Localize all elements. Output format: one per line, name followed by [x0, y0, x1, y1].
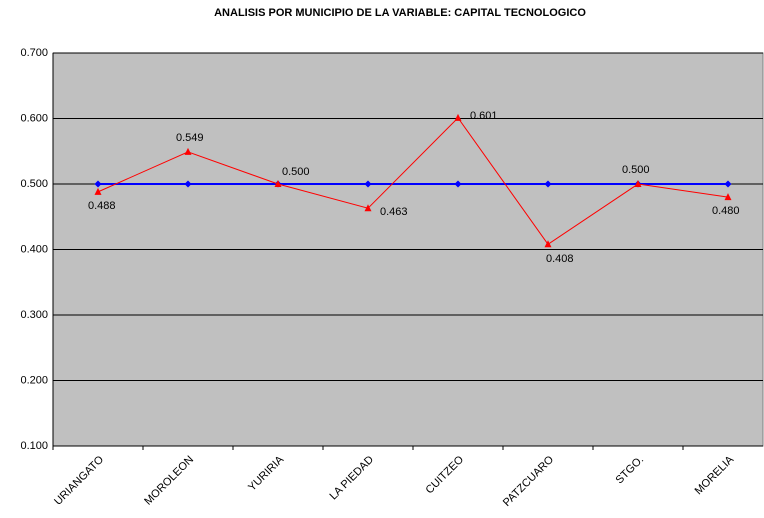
x-tick-label: URIANGATO — [52, 453, 106, 507]
marker — [364, 204, 372, 212]
x-tick-label: CUITZEO — [424, 453, 467, 496]
y-tick-label: 0.600 — [20, 112, 48, 124]
data-label: 0.480 — [712, 205, 740, 217]
x-tick-label: YURIRIA — [246, 453, 287, 494]
x-tick-label: PATZCUARO — [501, 453, 557, 509]
x-tick-label: LA PIEDAD — [327, 454, 376, 503]
y-tick-label: 0.300 — [20, 309, 48, 321]
chart-title: ANALISIS POR MUNICIPIO DE LA VARIABLE: C… — [214, 7, 586, 19]
marker — [364, 180, 372, 188]
marker — [454, 113, 462, 121]
marker — [184, 180, 192, 188]
marker — [184, 147, 192, 155]
data-label: 0.463 — [380, 206, 408, 218]
y-tick-label: 0.400 — [20, 243, 48, 255]
data-label: 0.488 — [88, 200, 116, 212]
y-tick-label: 0.100 — [20, 440, 48, 452]
data-label: 0.500 — [622, 164, 650, 176]
data-label: 0.408 — [546, 253, 574, 265]
marker — [94, 187, 102, 195]
marker — [544, 240, 552, 248]
y-tick-label: 0.700 — [20, 47, 48, 59]
data-label: 0.549 — [176, 132, 204, 144]
marker — [544, 180, 552, 188]
y-tick-label: 0.500 — [20, 178, 48, 190]
marker — [724, 193, 732, 201]
data-label: 0.601 — [470, 110, 498, 122]
marker — [94, 180, 102, 188]
y-tick-label: 0.200 — [20, 374, 48, 386]
marker — [454, 180, 462, 188]
marker — [274, 180, 282, 187]
marker — [634, 180, 642, 187]
marker — [724, 180, 732, 188]
data-label: 0.500 — [282, 166, 310, 178]
series-line — [97, 117, 729, 245]
x-tick-label: MOROLEON — [142, 454, 196, 508]
x-tick-label: STGO. — [613, 454, 646, 487]
x-tick-label: MORELIA — [693, 453, 737, 497]
